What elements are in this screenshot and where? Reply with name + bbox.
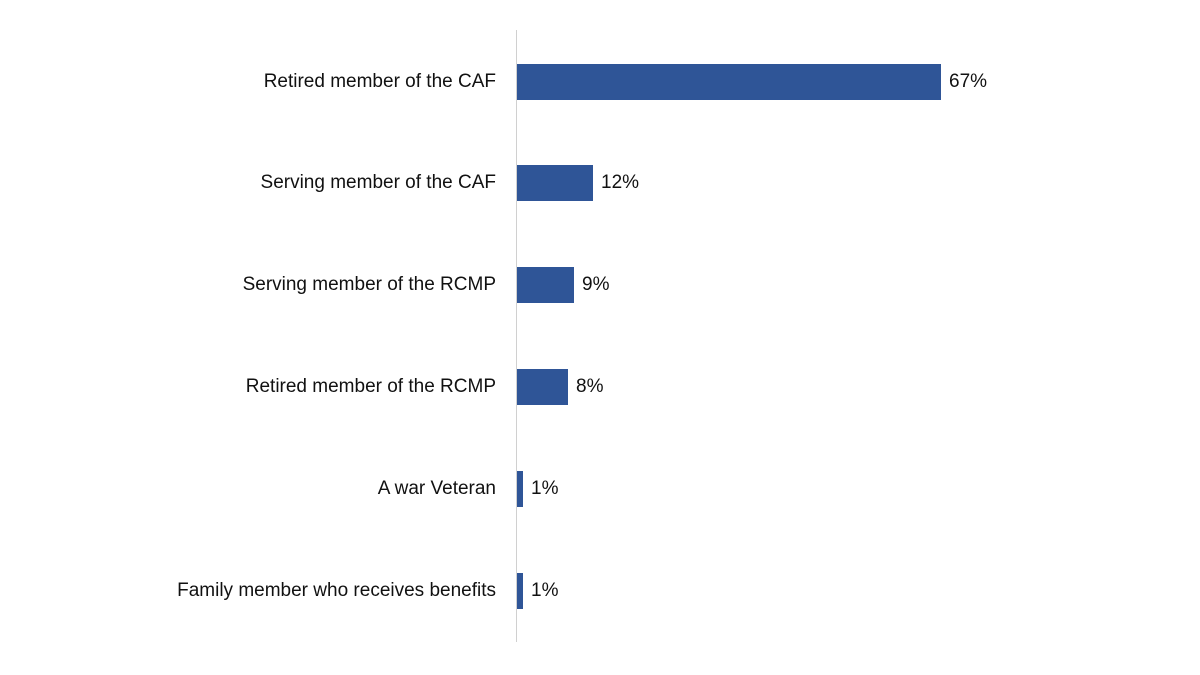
value-label: 1%	[531, 580, 559, 601]
bar-row: Family member who receives benefits 1%	[0, 573, 1200, 609]
category-label: Retired member of the RCMP	[245, 376, 496, 397]
category-label: Serving member of the CAF	[260, 172, 496, 193]
bar	[517, 573, 523, 609]
bar	[517, 267, 574, 303]
bar-row: Serving member of the CAF 12%	[0, 165, 1200, 201]
category-axis-line	[516, 30, 517, 642]
bar-row: A war Veteran 1%	[0, 471, 1200, 507]
bar	[517, 369, 568, 405]
value-label: 12%	[601, 172, 640, 193]
value-label: 67%	[949, 71, 988, 92]
category-label: A war Veteran	[377, 478, 496, 499]
bar-row: Serving member of the RCMP 9%	[0, 267, 1200, 303]
category-label: Serving member of the RCMP	[242, 274, 496, 295]
category-label: Family member who receives benefits	[177, 580, 496, 601]
bar-row: Retired member of the CAF 67%	[0, 64, 1200, 100]
category-label: Retired member of the CAF	[263, 71, 496, 92]
value-label: 1%	[531, 478, 559, 499]
bar	[517, 64, 941, 100]
bar	[517, 471, 523, 507]
value-label: 9%	[582, 274, 610, 295]
bar	[517, 165, 593, 201]
bar-row: Retired member of the RCMP 8%	[0, 369, 1200, 405]
value-label: 8%	[576, 376, 604, 397]
